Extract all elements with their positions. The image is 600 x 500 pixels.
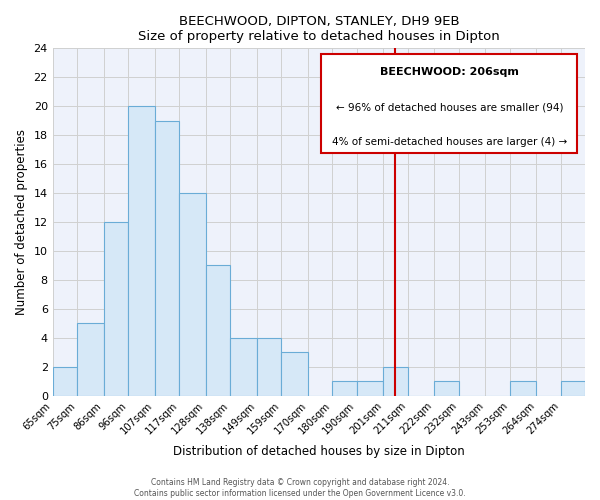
X-axis label: Distribution of detached houses by size in Dipton: Distribution of detached houses by size … — [173, 444, 465, 458]
Text: ← 96% of detached houses are smaller (94): ← 96% of detached houses are smaller (94… — [335, 102, 563, 112]
Bar — [155, 120, 179, 396]
Bar — [509, 381, 536, 396]
FancyBboxPatch shape — [322, 54, 577, 152]
Text: 4% of semi-detached houses are larger (4) →: 4% of semi-detached houses are larger (4… — [332, 137, 567, 147]
Bar — [383, 366, 407, 396]
Bar — [434, 381, 458, 396]
Bar — [281, 352, 308, 396]
Bar — [560, 381, 585, 396]
Bar — [356, 381, 383, 396]
Y-axis label: Number of detached properties: Number of detached properties — [15, 129, 28, 315]
Bar — [53, 366, 77, 396]
Bar — [179, 193, 206, 396]
Text: BEECHWOOD: 206sqm: BEECHWOOD: 206sqm — [380, 68, 518, 78]
Bar — [104, 222, 128, 396]
Bar — [257, 338, 281, 396]
Bar — [128, 106, 155, 396]
Bar — [332, 381, 356, 396]
Bar — [77, 324, 104, 396]
Title: BEECHWOOD, DIPTON, STANLEY, DH9 9EB
Size of property relative to detached houses: BEECHWOOD, DIPTON, STANLEY, DH9 9EB Size… — [138, 15, 500, 43]
Bar — [230, 338, 257, 396]
Text: Contains HM Land Registry data © Crown copyright and database right 2024.
Contai: Contains HM Land Registry data © Crown c… — [134, 478, 466, 498]
Bar — [206, 266, 230, 396]
